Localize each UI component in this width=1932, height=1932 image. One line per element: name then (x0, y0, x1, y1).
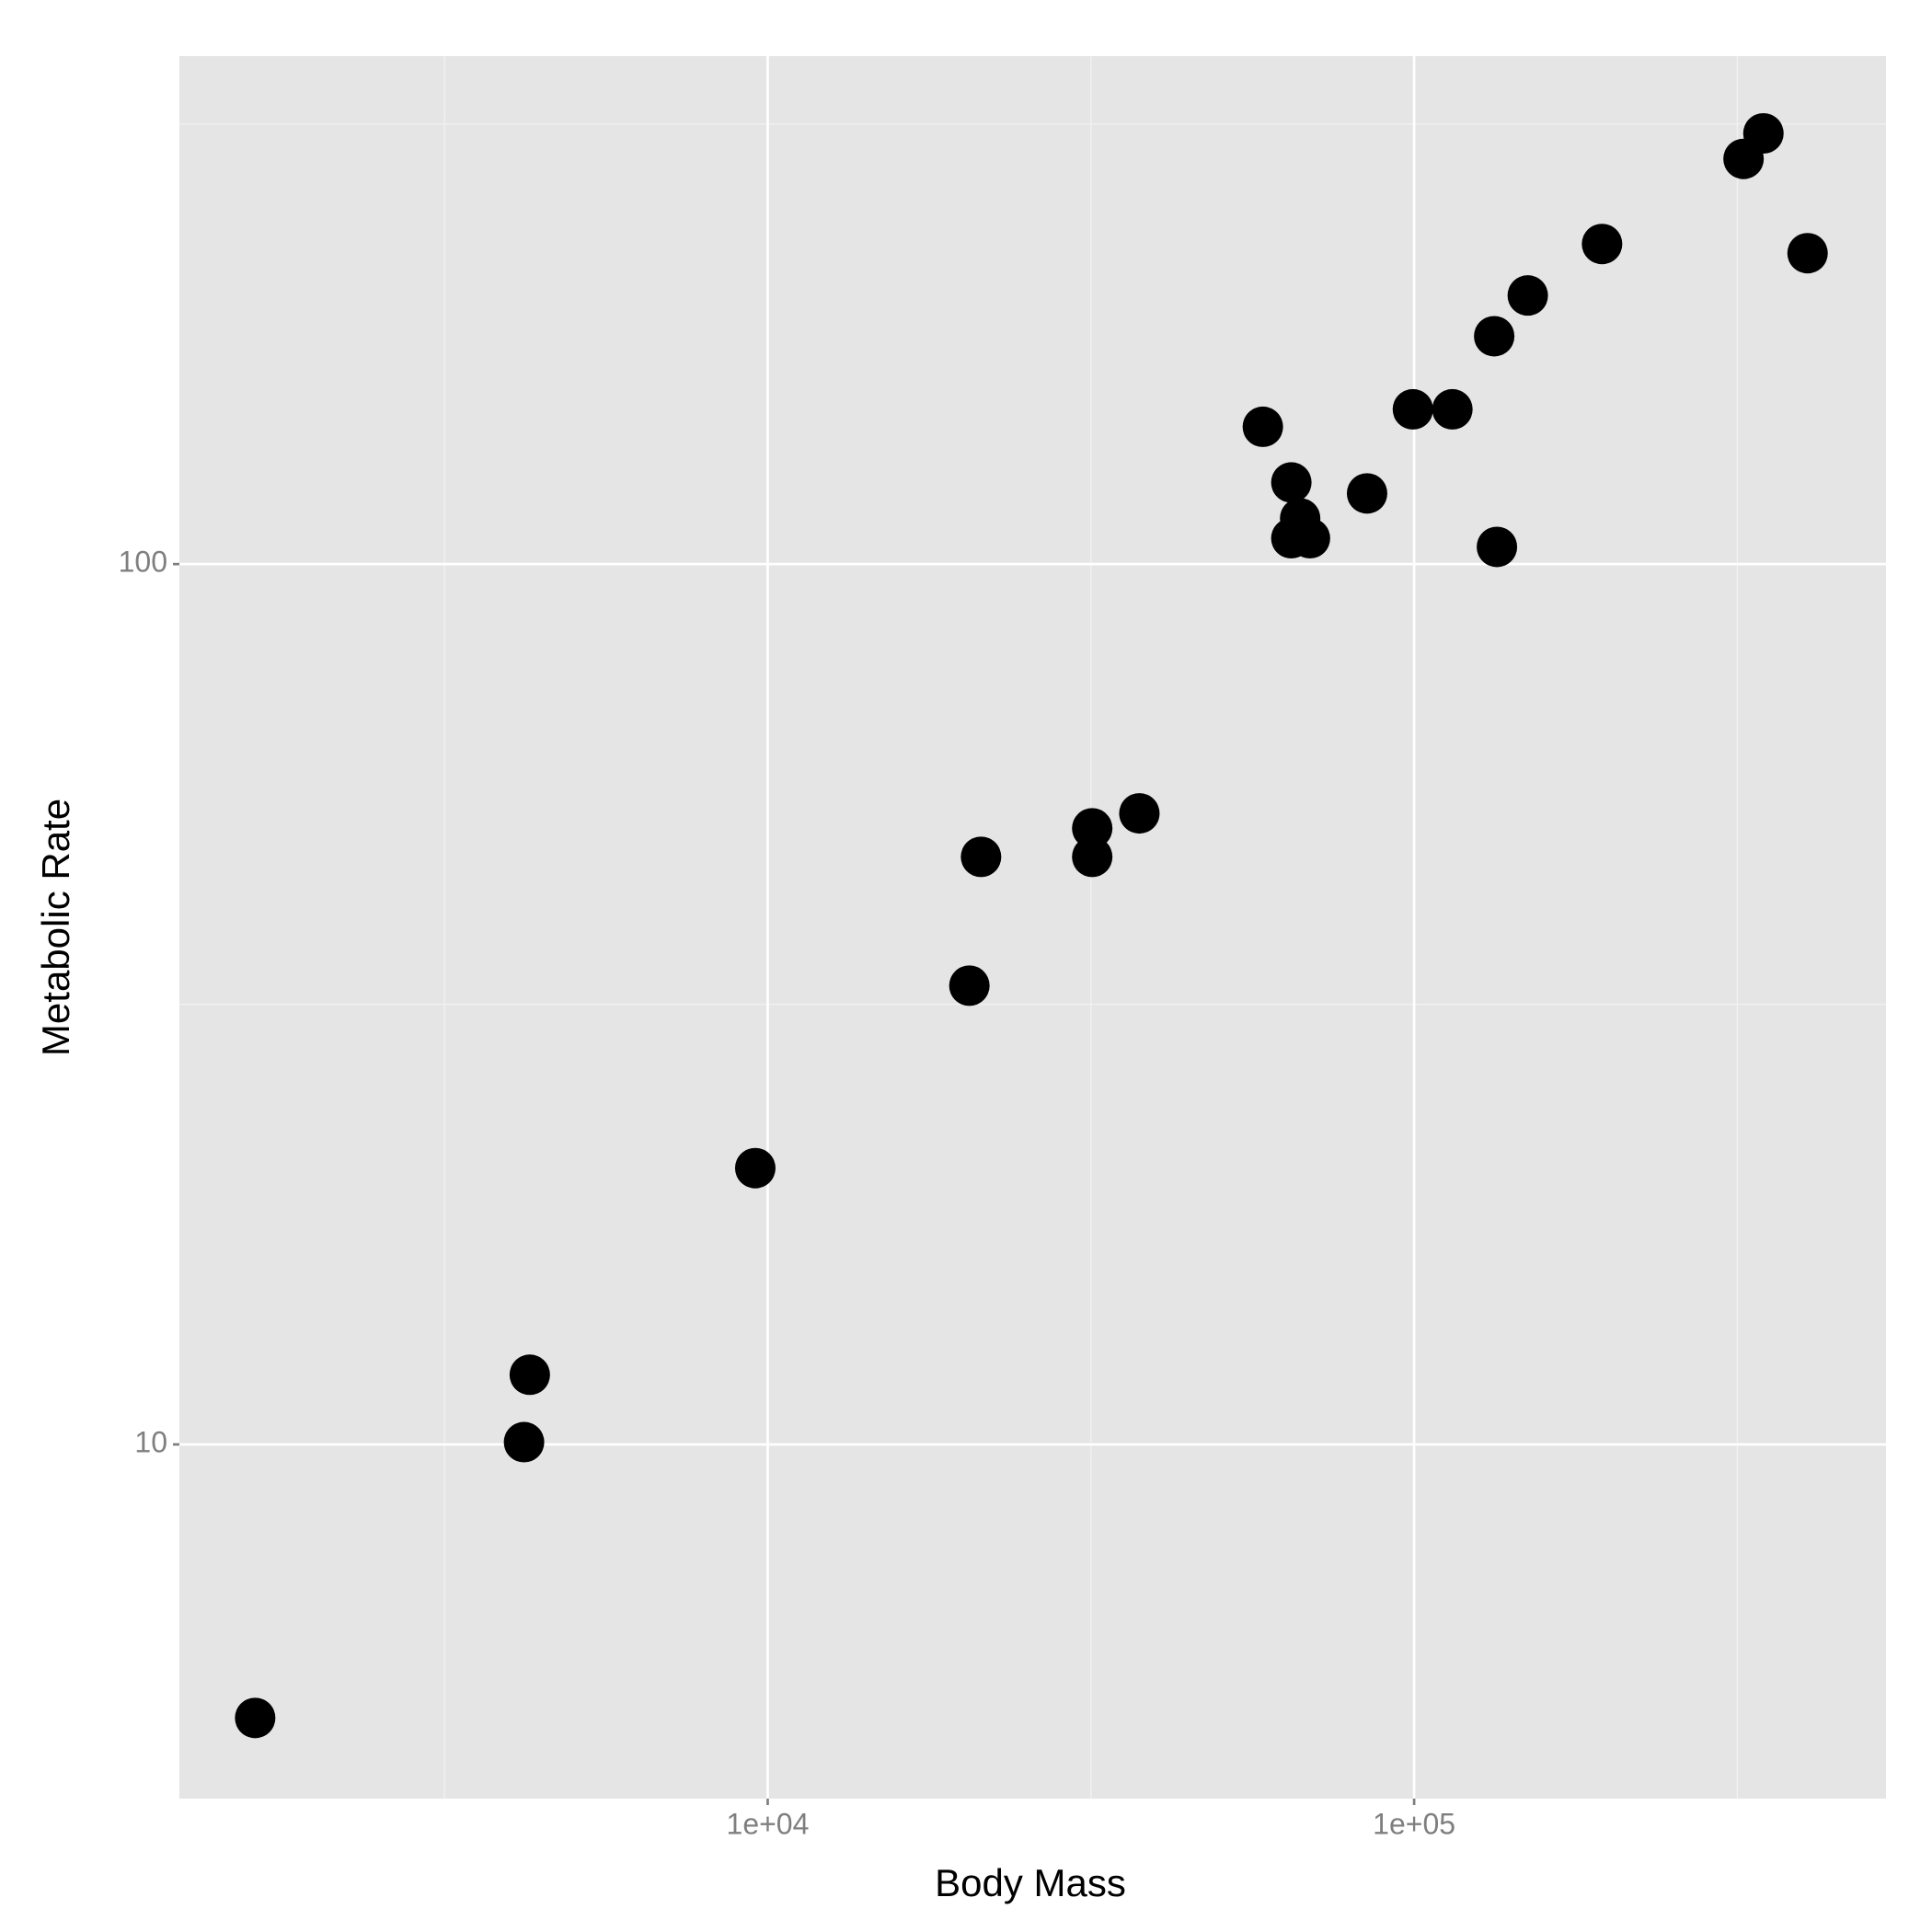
x-tick-label: 1e+05 (1373, 1807, 1455, 1840)
point (1072, 836, 1113, 878)
x-tick-label: 1e+04 (727, 1807, 810, 1840)
point (509, 1354, 550, 1396)
point (1119, 793, 1160, 834)
point (734, 1147, 776, 1189)
point (1742, 112, 1784, 154)
y-tick-label: 100 (119, 546, 167, 579)
x-axis-title: Body Mass (935, 1861, 1126, 1904)
point (1474, 316, 1515, 357)
point (1477, 526, 1518, 568)
y-tick-label: 10 (134, 1425, 167, 1458)
plot-panel (179, 56, 1886, 1799)
point (1432, 388, 1473, 430)
point (1271, 462, 1312, 503)
point (503, 1421, 545, 1463)
point (1392, 388, 1433, 430)
point (949, 965, 990, 1006)
point (960, 836, 1002, 878)
point (1507, 275, 1548, 316)
point (1346, 473, 1387, 514)
point (1072, 808, 1113, 849)
point (1289, 518, 1330, 559)
point (1581, 224, 1623, 265)
y-axis-title: Metabolic Rate (34, 799, 77, 1056)
point (235, 1697, 276, 1739)
point (1242, 406, 1283, 447)
point (1787, 233, 1828, 274)
